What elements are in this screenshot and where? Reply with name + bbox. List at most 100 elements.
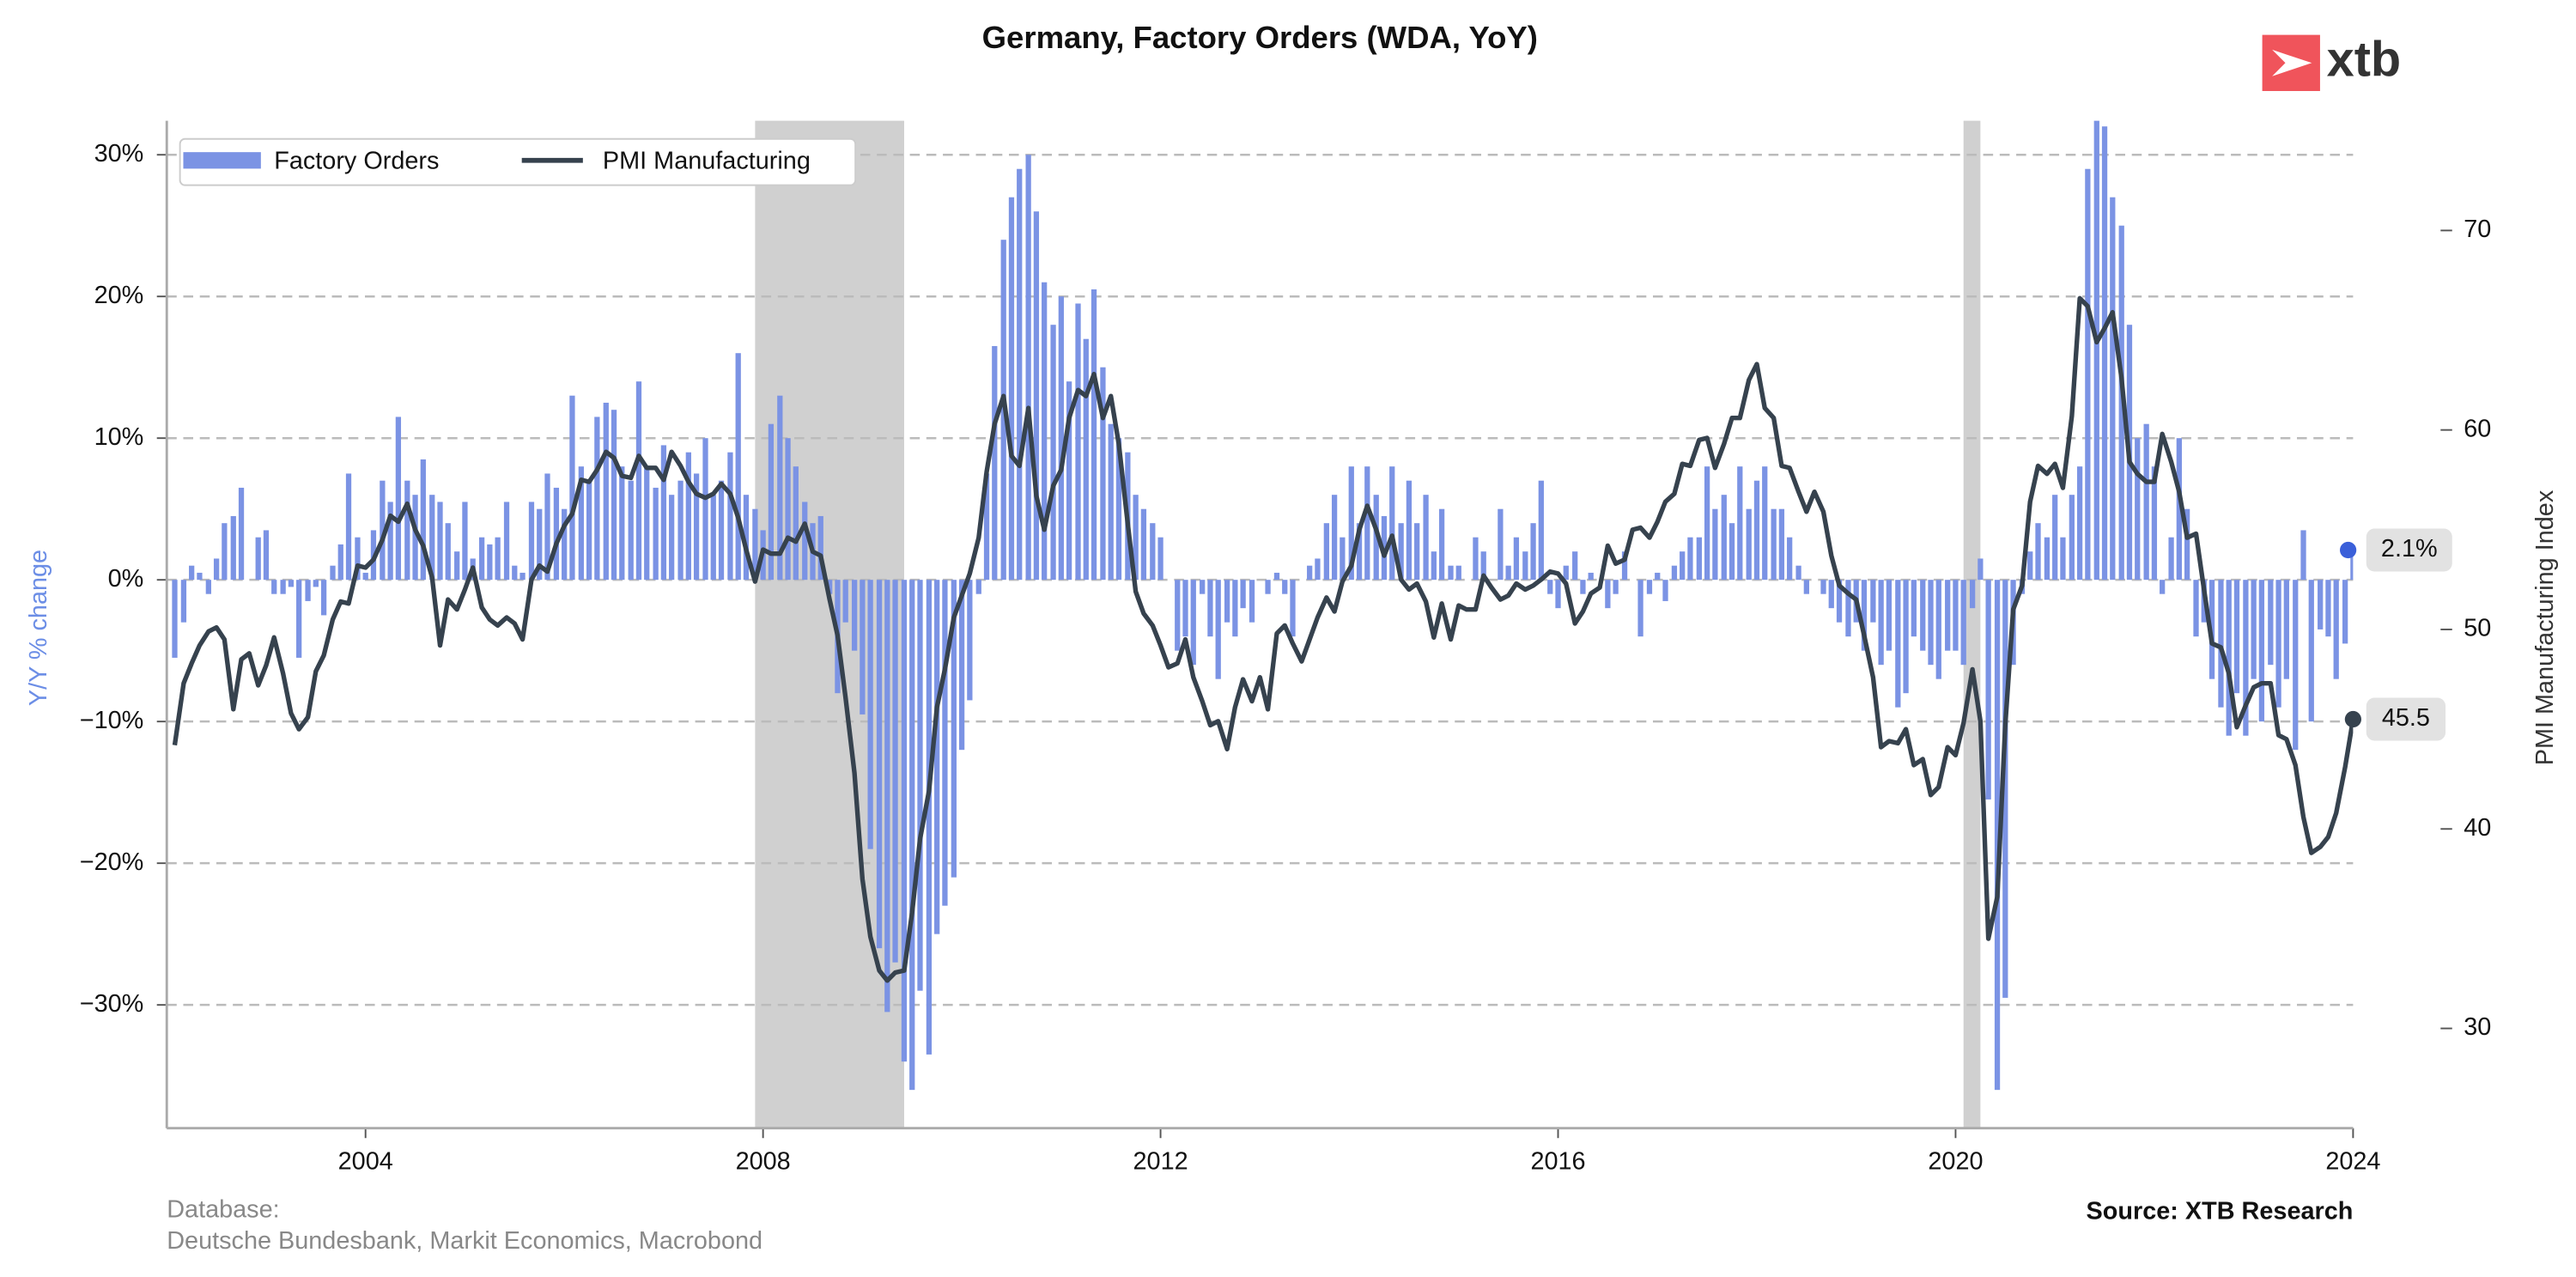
bar: [1423, 495, 1429, 581]
bar: [727, 452, 733, 581]
bar: [544, 473, 550, 581]
bar: [2110, 197, 2116, 581]
bar: [1455, 565, 1461, 581]
bar: [1605, 580, 1611, 609]
bar: [1207, 580, 1213, 637]
bar: [2333, 580, 2339, 679]
bar: [337, 544, 343, 581]
bar: [942, 580, 948, 906]
bar: [802, 502, 808, 581]
bar: [395, 417, 402, 581]
y2-axis-label: PMI Manufacturing Index: [2531, 490, 2559, 765]
bar: [892, 580, 898, 963]
bar: [2226, 580, 2232, 736]
bar: [429, 495, 435, 581]
bar: [860, 580, 866, 715]
bar: [238, 487, 245, 581]
bar: [1480, 551, 1486, 581]
bar: [876, 580, 883, 949]
bar: [1050, 325, 1056, 581]
bar: [2076, 466, 2083, 581]
bar: [901, 580, 908, 1062]
bar: [2243, 580, 2249, 736]
bar: [1356, 523, 1363, 581]
bar: [909, 580, 915, 1091]
database-text: Deutsche Bundesbank, Markit Economics, M…: [167, 1227, 762, 1255]
y2-tick-label: 70: [2464, 216, 2491, 243]
bar: [951, 580, 957, 878]
y-tick-label: 20%: [94, 282, 144, 309]
x-tick-label: 2016: [1530, 1148, 1585, 1176]
bar: [404, 480, 410, 581]
bar: [685, 452, 691, 581]
bar: [1870, 580, 1876, 623]
bar: [1033, 211, 1040, 581]
end-label-box: [2366, 697, 2446, 741]
y-axis-label: Y/Y % change: [25, 550, 52, 706]
bar: [280, 580, 286, 594]
bar: [1671, 565, 1678, 581]
bar: [2027, 551, 2033, 581]
bar: [537, 508, 543, 581]
bar: [2218, 580, 2224, 708]
bar: [2060, 537, 2066, 581]
x-tick-label: 2008: [736, 1148, 791, 1176]
chart-title: Germany, Factory Orders (WDA, YoY): [982, 20, 1538, 55]
bar: [1398, 523, 1404, 581]
legend-label: Factory Orders: [274, 147, 439, 174]
bar: [345, 473, 352, 581]
bar: [2085, 168, 2091, 581]
bar: [2293, 580, 2299, 751]
bar: [2268, 580, 2274, 666]
bar: [1522, 551, 1528, 581]
bar: [1232, 580, 1238, 637]
bar: [305, 580, 311, 601]
bar: [1224, 580, 1230, 623]
bar: [222, 523, 228, 581]
bar: [1058, 296, 1064, 581]
bar: [495, 537, 501, 581]
bar: [1273, 572, 1280, 581]
bar: [917, 580, 923, 991]
bar: [569, 395, 575, 581]
bar: [263, 530, 270, 581]
bar: [2052, 495, 2058, 581]
bar: [586, 480, 592, 581]
bar: [710, 495, 716, 581]
bar: [230, 515, 236, 581]
bar: [1655, 572, 1661, 581]
x-tick-label: 2020: [1928, 1148, 1983, 1176]
bar: [1555, 580, 1561, 609]
bar: [2093, 120, 2099, 581]
bar: [1637, 580, 1643, 637]
y-tick-label: 0%: [108, 565, 144, 593]
bar: [387, 502, 393, 581]
bar: [2308, 580, 2314, 722]
bar: [2044, 537, 2050, 581]
end-marker: [2340, 541, 2357, 559]
bar: [735, 353, 741, 581]
bar: [1547, 580, 1553, 594]
end-label: 2.1%: [2381, 535, 2438, 562]
bar: [1157, 537, 1163, 581]
bar: [1190, 580, 1196, 666]
bar: [611, 410, 617, 581]
bar: [635, 381, 642, 581]
bar: [1414, 523, 1420, 581]
bar: [967, 580, 973, 701]
bar: [1473, 537, 1479, 581]
bar: [2002, 580, 2008, 998]
bar: [785, 438, 791, 581]
bar: [1845, 580, 1851, 637]
bar: [462, 502, 468, 581]
bar: [503, 502, 510, 581]
bar: [1282, 580, 1288, 594]
bar: [718, 480, 725, 581]
bar: [271, 580, 277, 594]
bar: [512, 565, 518, 581]
bar: [1538, 480, 1544, 581]
bar: [1762, 466, 1768, 581]
bar: [2168, 537, 2174, 581]
bar: [660, 445, 667, 581]
bar: [1438, 508, 1445, 581]
